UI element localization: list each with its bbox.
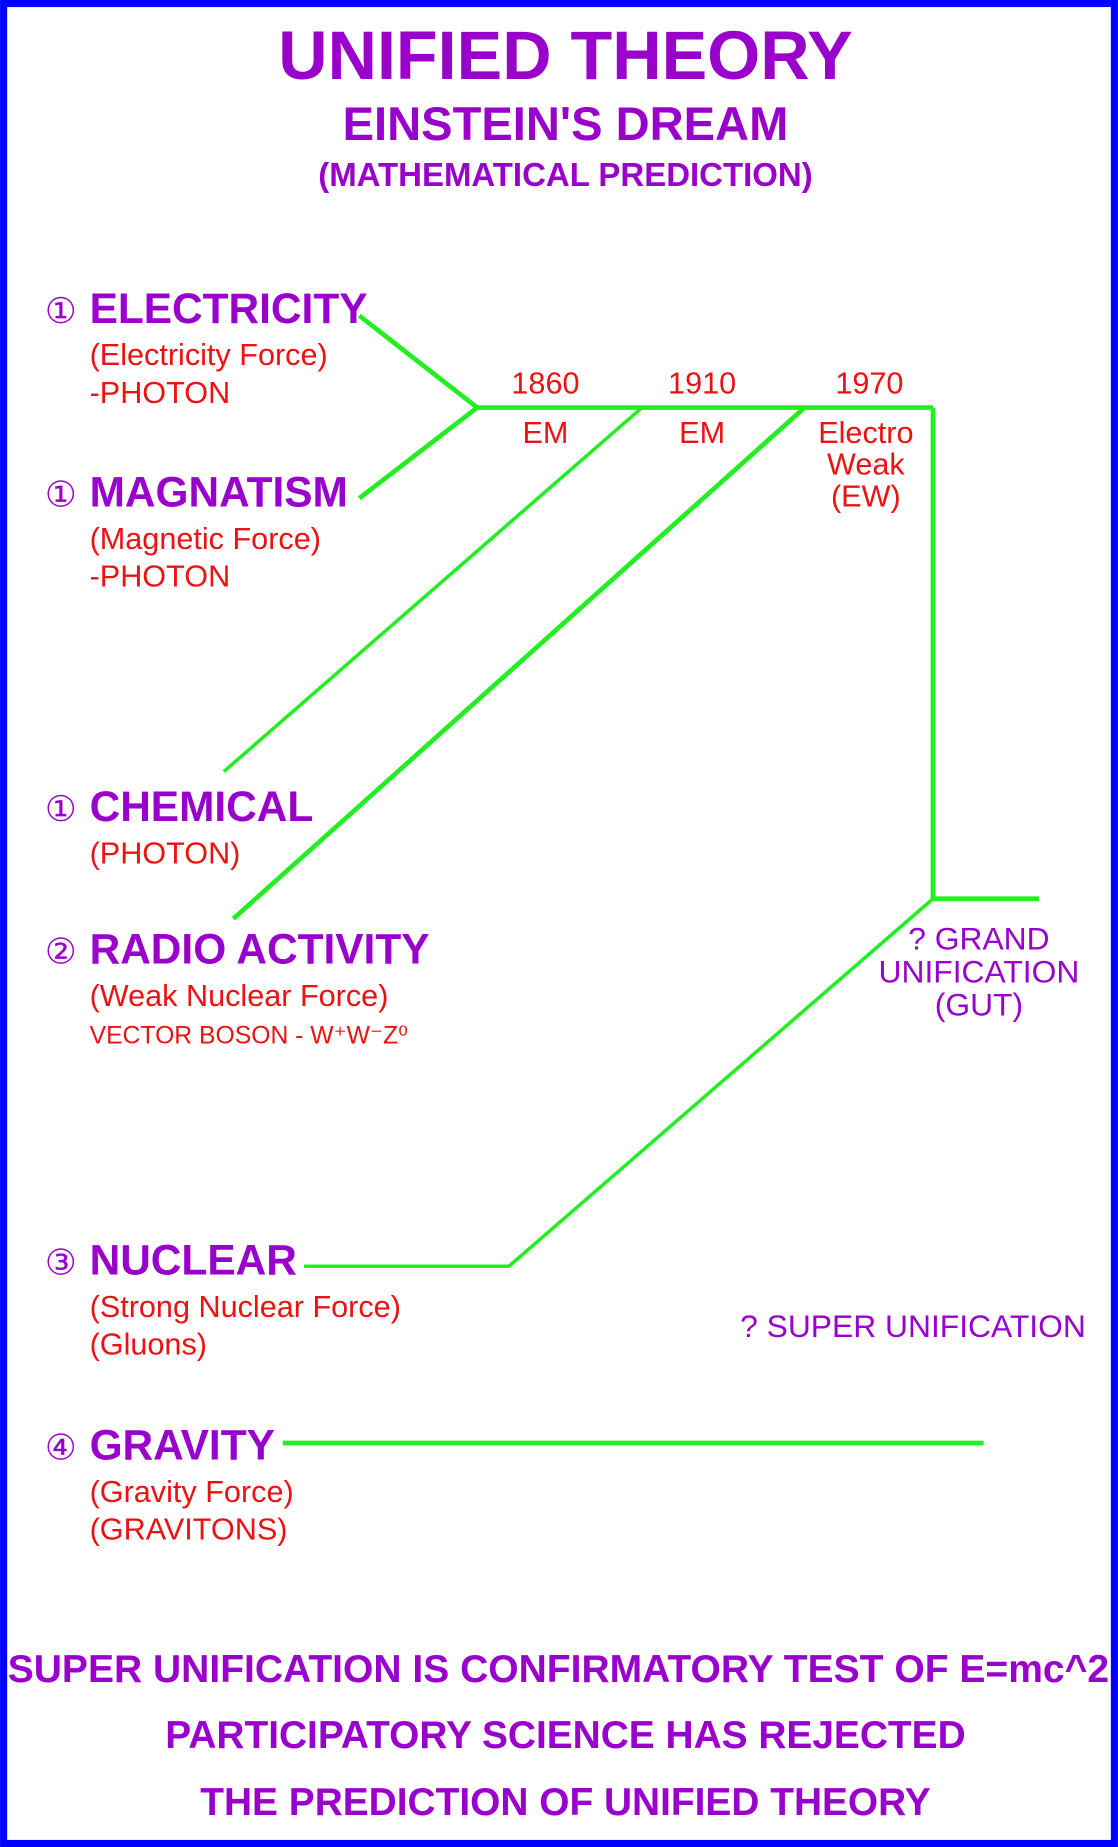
unification-label: EM — [522, 416, 568, 450]
force-number: ① — [45, 790, 77, 829]
force-name: CHEMICAL — [90, 783, 314, 830]
force-number: ④ — [45, 1428, 77, 1467]
force-number: ② — [45, 933, 77, 972]
force-detail: (Gravity Force) — [90, 1475, 294, 1509]
footer-line: PARTICIPATORY SCIENCE HAS REJECTED — [165, 1714, 965, 1757]
force-detail: (Strong Nuclear Force) — [90, 1290, 401, 1324]
footer-line: SUPER UNIFICATION IS CONFIRMATORY TEST O… — [8, 1648, 1109, 1691]
force-name: MAGNATISM — [90, 469, 348, 516]
connector — [222, 406, 644, 773]
force-number: ① — [45, 476, 77, 515]
super-label: ? SUPER UNIFICATION — [740, 1308, 1086, 1344]
force-detail: -PHOTON — [90, 376, 231, 410]
unification-label: (EW) — [831, 480, 901, 514]
year: 1970 — [835, 366, 903, 400]
force-detail: (Gluons) — [90, 1328, 207, 1362]
title: UNIFIED THEORY — [278, 18, 852, 94]
note: (MATHEMATICAL PREDICTION) — [318, 156, 812, 193]
footer-line: THE PREDICTION OF UNIFIED THEORY — [200, 1781, 931, 1824]
force-number: ③ — [45, 1244, 77, 1283]
unification-label: Electro — [818, 416, 913, 450]
connectors — [222, 313, 1040, 1446]
force-detail: VECTOR BOSON - W⁺W⁻Z⁰ — [90, 1023, 409, 1050]
force-detail: (PHOTON) — [90, 836, 241, 870]
force-detail: (Electricity Force) — [90, 338, 328, 372]
force-name: RADIO ACTIVITY — [90, 926, 430, 973]
force-name: ELECTRICITY — [90, 285, 368, 332]
unification-label: EM — [679, 416, 725, 450]
year: 1910 — [668, 366, 736, 400]
force-name: NUCLEAR — [90, 1237, 297, 1284]
connector — [231, 405, 807, 921]
force-number: ① — [45, 292, 77, 331]
force-name: GRAVITY — [90, 1421, 275, 1468]
force-detail: (Magnetic Force) — [90, 522, 321, 556]
gut-label: ? GRAND — [908, 920, 1049, 956]
year: 1860 — [511, 366, 579, 400]
gut-label: (GUT) — [935, 986, 1023, 1022]
force-detail: -PHOTON — [90, 560, 231, 594]
gut-label: UNIFICATION — [879, 953, 1080, 989]
unification-label: Weak — [827, 448, 905, 482]
force-detail: (GRAVITONS) — [90, 1513, 288, 1547]
subtitle: EINSTEIN'S DREAM — [343, 97, 789, 150]
connector — [303, 897, 935, 1269]
force-detail: (Weak Nuclear Force) — [90, 979, 389, 1013]
